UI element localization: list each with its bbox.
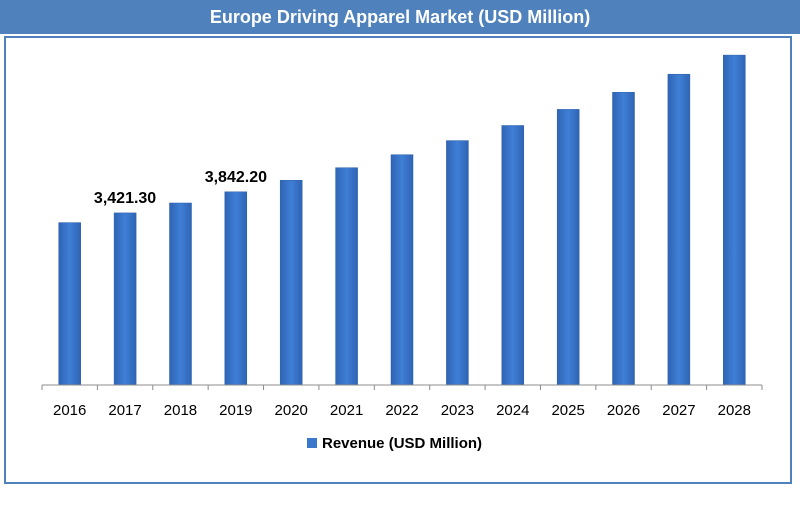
x-tick-label: 2018 (164, 402, 197, 419)
data-label: 3,842.20 (205, 169, 267, 186)
x-tick-label: 2016 (53, 402, 86, 419)
x-tick-label: 2025 (551, 402, 584, 419)
chart-frame (4, 36, 792, 484)
x-tick-label: 2024 (496, 402, 529, 419)
x-tick-label: 2023 (441, 402, 474, 419)
x-tick-label: 2022 (385, 402, 418, 419)
bar-2023 (446, 140, 469, 386)
bar-2022 (390, 154, 414, 386)
bar-2028 (723, 54, 746, 386)
bar-2018 (169, 202, 192, 386)
bar-2024 (501, 125, 525, 386)
bar-2019 (224, 191, 248, 386)
legend-swatch (307, 438, 317, 448)
bar-2021 (335, 167, 358, 386)
bar-2026 (612, 92, 635, 386)
legend-label: Revenue (USD Million) (322, 435, 482, 452)
x-tick-label: 2020 (275, 402, 308, 419)
x-tick-label: 2019 (219, 402, 252, 419)
x-tick-label: 2028 (718, 402, 751, 419)
x-tick-label: 2021 (330, 402, 363, 419)
bar-2017 (113, 212, 137, 386)
bar-2020 (279, 180, 303, 386)
data-label: 3,421.30 (94, 190, 156, 207)
bar-2025 (556, 109, 580, 386)
bar-2027 (667, 73, 691, 386)
x-tick-label: 2027 (662, 402, 695, 419)
chart-title: Europe Driving Apparel Market (USD Milli… (0, 0, 800, 34)
x-tick-label: 2017 (108, 402, 141, 419)
x-tick-label: 2026 (607, 402, 640, 419)
bar-2016 (58, 222, 81, 386)
